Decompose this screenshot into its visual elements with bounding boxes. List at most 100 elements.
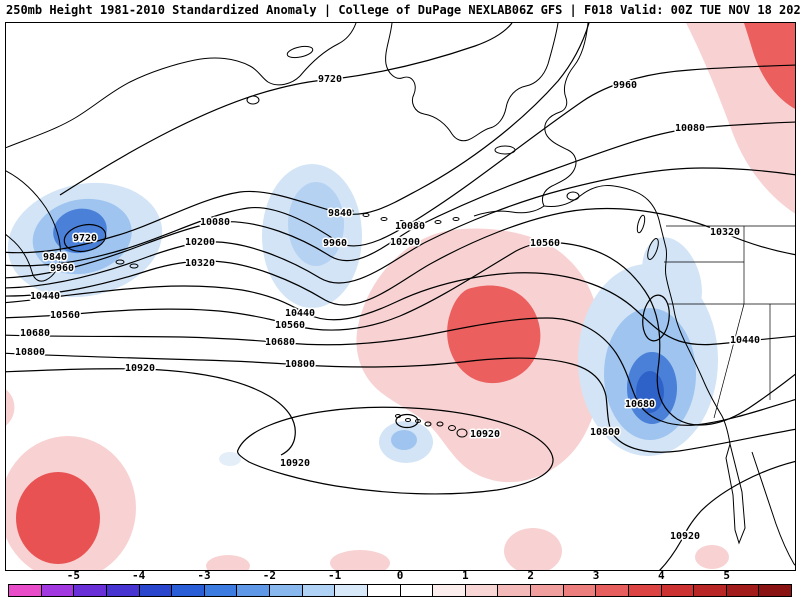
colorbar-tick-label: -1 (328, 569, 342, 582)
island-vancouver (647, 238, 659, 260)
contour-10680 (6, 317, 795, 426)
shading-positive-bottom-patch (206, 555, 250, 570)
contour-label: 10920 (280, 458, 310, 469)
contour-label: 10800 (590, 427, 620, 438)
contour-label: 9720 (318, 74, 342, 85)
shading-negative-dateline-mid (288, 182, 344, 266)
colorbar-cell (497, 584, 531, 597)
contour-label: 10080 (200, 217, 230, 228)
coastline-layer (6, 23, 795, 566)
contour-label: 10680 (20, 328, 50, 339)
island-wrangel (286, 45, 314, 59)
coastline-gulf-california (751, 451, 795, 566)
colorbar-cell (203, 584, 238, 597)
colorbar-cell (595, 584, 629, 597)
colorbar-cell (432, 584, 466, 597)
colorbar-cell (725, 584, 760, 597)
contour-closed-low-california (642, 294, 670, 342)
shading-negative-small-spot (219, 452, 241, 466)
coastline-baja (725, 442, 746, 545)
contour-label: 10080 (675, 123, 705, 134)
contour-10560 (6, 241, 795, 426)
contour-10200 (6, 167, 795, 289)
island-komandorski (129, 263, 139, 269)
island-haida-gwaii (636, 214, 646, 234)
colorbar-cell (693, 584, 727, 597)
shading-negative-hawaii-mid (391, 430, 417, 450)
contour-label: 10560 (275, 320, 305, 331)
shading-positive-leftedge (6, 389, 15, 426)
contour-label: 10920 (670, 531, 700, 542)
hawaiian-islands (395, 414, 468, 438)
colorbar-tick-row: -5 -4 -3 -2 -1 0 1 2 3 4 5 (0, 570, 800, 582)
political-borders-layer (664, 225, 795, 419)
contour-label: 10320 (185, 258, 215, 269)
coastline-kamchatka (6, 170, 61, 282)
map-title: 250mb Height 1981-2010 Standardized Anom… (6, 3, 512, 17)
contour-label: 9960 (613, 80, 637, 91)
contour-label: 10440 (285, 308, 315, 319)
border-ca-nv (713, 303, 745, 419)
contour-label: 10800 (285, 359, 315, 370)
contour-label: 10320 (710, 227, 740, 238)
colorbar-tick-label: -5 (66, 569, 80, 582)
colorbar-tick-label: 3 (592, 569, 600, 582)
contour-label: 10200 (390, 237, 420, 248)
shading-positive-bottom-patch (504, 528, 562, 570)
title-bar: 250mb Height 1981-2010 Standardized Anom… (6, 3, 800, 17)
coastline-siberia (6, 23, 357, 149)
colorbar-tick-label: -2 (262, 569, 276, 582)
map-border (5, 22, 796, 571)
colorbar-cell (236, 584, 270, 597)
contour-9960 (6, 64, 795, 267)
colorbar-cell (366, 584, 401, 597)
contour-label: 10680 (625, 399, 655, 410)
colorbar (8, 584, 792, 597)
shading-negative-kamchatka (7, 182, 163, 298)
colorbar-tick-label: 5 (723, 569, 730, 582)
colorbar-cell (562, 584, 597, 597)
contour-10920-southeast (659, 460, 795, 570)
colorbar-cell (8, 584, 42, 597)
colorbar-cell (627, 584, 662, 597)
contour-10080 (6, 121, 795, 279)
contour-label: 10080 (395, 221, 425, 232)
contour-label: 10680 (265, 337, 295, 348)
shading-positive-bottom-patch (330, 550, 390, 570)
island-komandorski (115, 259, 125, 265)
colorbar-tick-label: -3 (197, 569, 211, 582)
contour-label: 10920 (470, 429, 500, 440)
colorbar-cell (660, 584, 695, 597)
island-kodiak (566, 191, 580, 201)
colorbar-cell (530, 584, 564, 597)
contour-label: 10560 (530, 238, 560, 249)
contour-10320 (6, 207, 795, 306)
contour-label: 10800 (15, 347, 45, 358)
colorbar-cell (40, 584, 75, 597)
anomaly-shading-layer (6, 23, 795, 570)
contour-label: 10560 (50, 310, 80, 321)
contour-label: 9840 (43, 252, 67, 263)
contour-10800 (6, 352, 795, 453)
colorbar-cell (269, 584, 303, 597)
shading-positive-bottom-patch (695, 545, 729, 569)
colorbar-tick-label: 4 (658, 569, 665, 582)
colorbar-cell (399, 584, 434, 597)
colorbar-tick-label: -4 (132, 569, 146, 582)
contour-10440 (6, 272, 795, 346)
contour-label: 9840 (328, 208, 352, 219)
colorbar-cell (758, 584, 792, 597)
colorbar-tick-label: 1 (462, 569, 469, 582)
contour-label: 10200 (185, 237, 215, 248)
contour-layer (6, 23, 795, 570)
contour-10920-hawaii-ridge (236, 406, 554, 495)
colorbar-cell (171, 584, 205, 597)
coastline-chukotka (385, 23, 559, 142)
model-run-info: 06Z GFS | F018 Valid: 00Z TUE NOV 18 202… (511, 3, 800, 17)
contour-10920-west (6, 368, 296, 456)
contour-label: 9720 (73, 233, 97, 244)
contour-9840 (6, 23, 590, 254)
